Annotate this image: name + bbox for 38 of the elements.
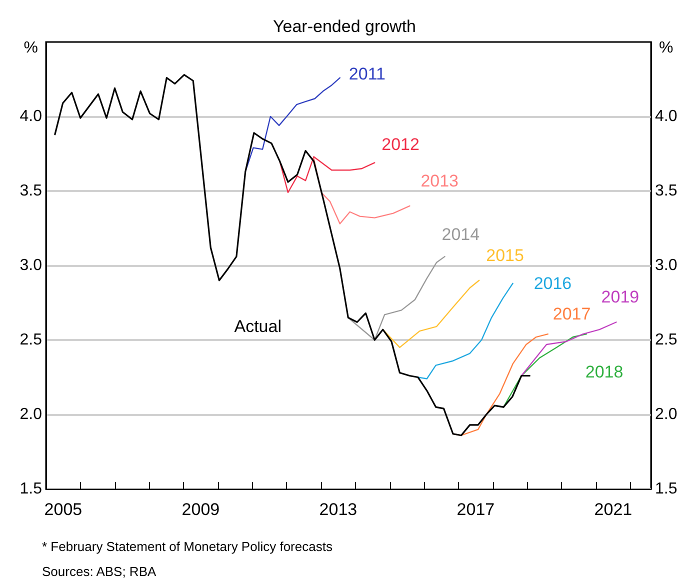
x-tick-label: 2021 [594,500,632,519]
y-tick-label: 3.5 [20,182,42,200]
line-series [279,156,376,194]
line-series [417,282,514,380]
y2-tick-label: 1.5 [655,480,678,498]
y2-axis-title: % [659,40,674,56]
line-series [313,158,410,224]
series-label: 2012 [382,135,420,154]
y-axis-title: % [24,40,38,56]
line-series [382,280,480,348]
y2-tick-label: 2.0 [655,406,678,423]
series-label: 2011 [348,64,386,84]
y-tick-label: 1.5 [20,480,42,498]
series-label: 2015 [486,246,524,265]
series-label: 2018 [585,362,624,382]
series-label: 2013 [420,171,459,190]
x-tick-label: 2017 [456,500,495,519]
text: * February Statement of Monetary Policy forecasts [42,539,333,554]
line-series [244,77,341,172]
y2-tick-label: 4.0 [655,108,678,125]
y2-tick-label: 2.5 [655,332,678,348]
y-tick-label: 4.0 [20,108,42,125]
text: Actual [234,316,282,336]
series-label: 2014 [442,225,480,244]
x-tick-label: 2013 [319,500,358,519]
y2-tick-label: 3.5 [655,182,678,200]
y-tick-label: 2.0 [20,406,42,423]
y-tick-label: 3.0 [20,257,42,274]
x-tick-label: 2009 [182,500,220,519]
y2-tick-label: 3.0 [655,257,678,274]
y-tick-label: 2.5 [20,332,42,348]
series-label: 2017 [552,304,591,324]
series-label: 2016 [534,274,572,293]
line-series [349,256,446,341]
x-tick-label: 2005 [44,500,82,519]
source-note: Sources: ABS; RBA [42,564,156,579]
series-label: 2019 [601,288,640,307]
chart-title: Year-ended growth [272,17,416,36]
